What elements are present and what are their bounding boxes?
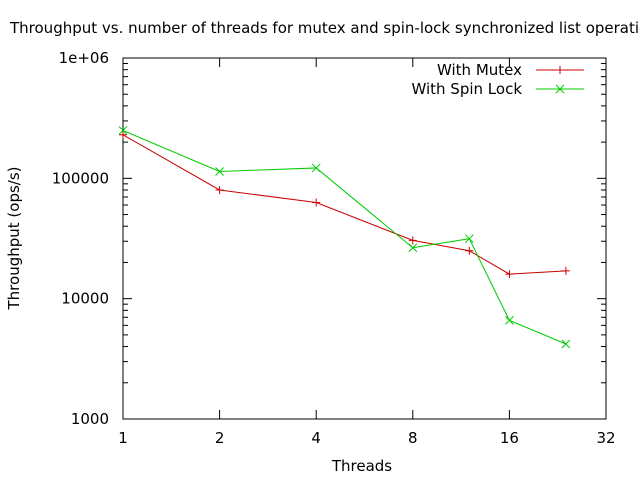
- data-point: [555, 84, 565, 94]
- data-point: [312, 198, 321, 207]
- data-point: [119, 130, 127, 139]
- legend-label: With Mutex: [437, 61, 522, 79]
- data-point: [505, 270, 514, 279]
- x-tick-label: 16: [500, 429, 519, 447]
- data-point: [118, 126, 128, 135]
- data-point: [408, 236, 417, 245]
- series-layer: [118, 126, 571, 349]
- data-point: [311, 163, 321, 173]
- ticks: 1000 10000 100000 1e+06 1 2 4 8 16 32: [52, 49, 616, 447]
- data-point: [561, 266, 570, 275]
- data-point: [408, 243, 418, 253]
- x-tick-label: 8: [408, 429, 418, 447]
- plot-frame: [122, 57, 607, 420]
- data-point: [215, 167, 224, 176]
- legend-label: With Spin Lock: [411, 80, 522, 98]
- x-tick-label: 2: [215, 429, 225, 447]
- y-tick-label: 10000: [61, 290, 109, 308]
- y-tick-label: 1000: [71, 410, 109, 428]
- axes: [122, 57, 607, 420]
- x-tick-label: 32: [596, 429, 615, 447]
- series-line: [122, 134, 566, 275]
- data-point: [556, 66, 564, 74]
- series-with-spin-lock: [118, 126, 571, 349]
- x-tick-label: 1: [118, 429, 128, 447]
- data-point: [215, 185, 224, 194]
- series-line: [122, 129, 567, 345]
- data-point: [561, 339, 571, 349]
- chart-title: Throughput vs. number of threads for mut…: [9, 19, 640, 37]
- y-tick-label: 100000: [52, 169, 109, 187]
- data-point: [464, 234, 474, 244]
- x-tick-label: 4: [311, 429, 321, 447]
- series-with-mutex: [119, 130, 570, 279]
- y-tick-label: 1e+06: [59, 49, 109, 67]
- y-axis-label: Throughput (ops/s): [5, 167, 23, 311]
- x-axis-label: Threads: [331, 457, 392, 475]
- data-point: [465, 246, 474, 255]
- data-point: [505, 316, 514, 325]
